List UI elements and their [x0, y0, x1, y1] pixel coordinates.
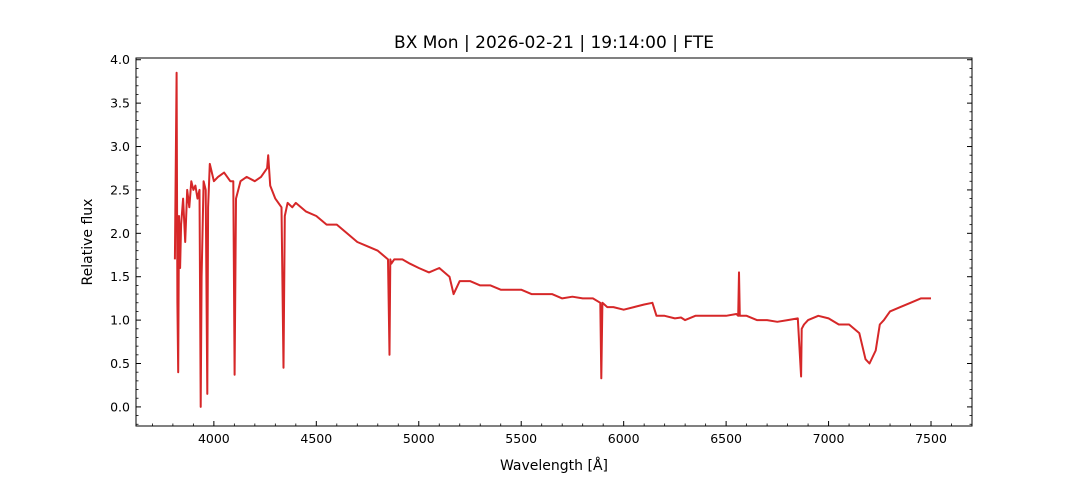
y-tick-label-3: 1.5 [110, 269, 130, 284]
y-tick-label-4: 2.0 [110, 226, 130, 241]
y-tick-label-2: 1.0 [110, 313, 130, 328]
x-tick-label-4000: 4000 [198, 431, 230, 446]
x-axis-label: Wavelength [Å] [500, 457, 608, 474]
y-tick-label-6: 3.0 [110, 139, 130, 154]
x-tick-label-4500: 4500 [300, 431, 332, 446]
chart-title: BX Mon | 2026-02-21 | 19:14:00 | FTE [394, 33, 714, 53]
y-tick-label-0: 0.0 [110, 399, 130, 414]
plot-frame [135, 57, 973, 427]
x-tick-label-6500: 6500 [710, 431, 742, 446]
y-tick-label-1: 0.5 [110, 356, 130, 371]
x-tick-label-5500: 5500 [505, 431, 537, 446]
y-tick-label-5: 2.5 [110, 182, 130, 197]
x-tick-label-6000: 6000 [608, 431, 640, 446]
y-tick-label-7: 3.5 [110, 96, 130, 111]
x-tick-label-7500: 7500 [915, 431, 947, 446]
series-layer [173, 71, 931, 408]
ticks-layer: 4000 4500 5000 5500 6000 6500 7000 7500 0.0 0.5 1.… [110, 52, 972, 446]
x-tick-label-5000: 5000 [403, 431, 435, 446]
x-tick-label-7000: 7000 [813, 431, 845, 446]
spectrum-line-0 [173, 71, 931, 408]
plot-background [136, 58, 972, 426]
y-tick-label-8: 4.0 [110, 52, 130, 67]
y-axis-label: Relative flux [80, 199, 96, 286]
